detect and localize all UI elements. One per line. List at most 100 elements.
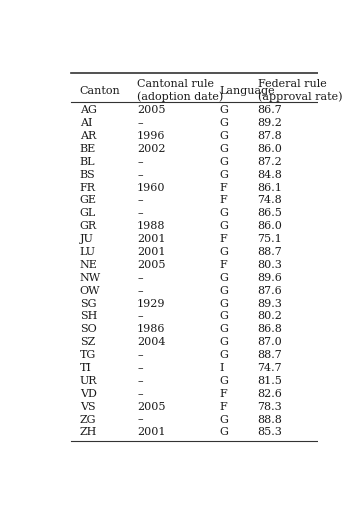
Text: 1996: 1996: [137, 131, 166, 141]
Text: (approval rate): (approval rate): [258, 92, 342, 103]
Text: F: F: [219, 402, 227, 412]
Text: OW: OW: [80, 286, 100, 295]
Text: –: –: [137, 363, 143, 373]
Text: G: G: [219, 131, 228, 141]
Text: UR: UR: [80, 376, 97, 386]
Text: G: G: [219, 376, 228, 386]
Text: Cantonal rule: Cantonal rule: [137, 79, 214, 89]
Text: G: G: [219, 324, 228, 334]
Text: G: G: [219, 105, 228, 115]
Text: 88.8: 88.8: [258, 415, 282, 425]
Text: NW: NW: [80, 273, 101, 283]
Text: SO: SO: [80, 324, 96, 334]
Text: 87.8: 87.8: [258, 131, 282, 141]
Text: 1986: 1986: [137, 324, 166, 334]
Text: –: –: [137, 286, 143, 295]
Text: G: G: [219, 337, 228, 347]
Text: Canton: Canton: [80, 86, 120, 96]
Text: BS: BS: [80, 169, 95, 180]
Text: 2001: 2001: [137, 234, 166, 244]
Text: ZG: ZG: [80, 415, 96, 425]
Text: 75.1: 75.1: [258, 234, 282, 244]
Text: –: –: [137, 415, 143, 425]
Text: F: F: [219, 183, 227, 192]
Text: 1929: 1929: [137, 299, 166, 309]
Text: 88.7: 88.7: [258, 247, 282, 257]
Text: F: F: [219, 196, 227, 206]
Text: 2005: 2005: [137, 260, 166, 270]
Text: –: –: [137, 118, 143, 128]
Text: G: G: [219, 312, 228, 322]
Text: TI: TI: [80, 363, 91, 373]
Text: –: –: [137, 196, 143, 206]
Text: 87.0: 87.0: [258, 337, 282, 347]
Text: F: F: [219, 260, 227, 270]
Text: G: G: [219, 286, 228, 295]
Text: NE: NE: [80, 260, 97, 270]
Text: –: –: [137, 169, 143, 180]
Text: 81.5: 81.5: [258, 376, 282, 386]
Text: 87.6: 87.6: [258, 286, 282, 295]
Text: F: F: [219, 234, 227, 244]
Text: 86.8: 86.8: [258, 324, 282, 334]
Text: JU: JU: [80, 234, 94, 244]
Text: –: –: [137, 376, 143, 386]
Text: –: –: [137, 157, 143, 167]
Text: 80.2: 80.2: [258, 312, 282, 322]
Text: 86.0: 86.0: [258, 221, 282, 231]
Text: G: G: [219, 247, 228, 257]
Text: G: G: [219, 118, 228, 128]
Text: VS: VS: [80, 402, 95, 412]
Text: 87.2: 87.2: [258, 157, 282, 167]
Text: 89.3: 89.3: [258, 299, 282, 309]
Text: 1960: 1960: [137, 183, 166, 192]
Text: VD: VD: [80, 389, 97, 399]
Text: 85.3: 85.3: [258, 427, 282, 437]
Text: 86.0: 86.0: [258, 144, 282, 154]
Text: ZH: ZH: [80, 427, 97, 437]
Text: 80.3: 80.3: [258, 260, 282, 270]
Text: 86.7: 86.7: [258, 105, 282, 115]
Text: G: G: [219, 169, 228, 180]
Text: 2002: 2002: [137, 144, 166, 154]
Text: G: G: [219, 221, 228, 231]
Text: LU: LU: [80, 247, 96, 257]
Text: –: –: [137, 312, 143, 322]
Text: GE: GE: [80, 196, 97, 206]
Text: G: G: [219, 208, 228, 219]
Text: 82.6: 82.6: [258, 389, 282, 399]
Text: 88.7: 88.7: [258, 350, 282, 360]
Text: Language: Language: [219, 86, 275, 96]
Text: 2001: 2001: [137, 427, 166, 437]
Text: TG: TG: [80, 350, 96, 360]
Text: F: F: [219, 389, 227, 399]
Text: BL: BL: [80, 157, 95, 167]
Text: SZ: SZ: [80, 337, 95, 347]
Text: 1988: 1988: [137, 221, 166, 231]
Text: GR: GR: [80, 221, 97, 231]
Text: G: G: [219, 157, 228, 167]
Text: 86.1: 86.1: [258, 183, 282, 192]
Text: AI: AI: [80, 118, 92, 128]
Text: SG: SG: [80, 299, 96, 309]
Text: 89.6: 89.6: [258, 273, 282, 283]
Text: 2004: 2004: [137, 337, 166, 347]
Text: 2005: 2005: [137, 402, 166, 412]
Text: BE: BE: [80, 144, 96, 154]
Text: 74.8: 74.8: [258, 196, 282, 206]
Text: –: –: [137, 208, 143, 219]
Text: –: –: [137, 389, 143, 399]
Text: (adoption date): (adoption date): [137, 92, 223, 103]
Text: 84.8: 84.8: [258, 169, 282, 180]
Text: Federal rule: Federal rule: [258, 79, 326, 89]
Text: G: G: [219, 427, 228, 437]
Text: GL: GL: [80, 208, 96, 219]
Text: I: I: [219, 363, 224, 373]
Text: –: –: [137, 350, 143, 360]
Text: 74.7: 74.7: [258, 363, 282, 373]
Text: AG: AG: [80, 105, 97, 115]
Text: 2001: 2001: [137, 247, 166, 257]
Text: G: G: [219, 415, 228, 425]
Text: G: G: [219, 299, 228, 309]
Text: SH: SH: [80, 312, 97, 322]
